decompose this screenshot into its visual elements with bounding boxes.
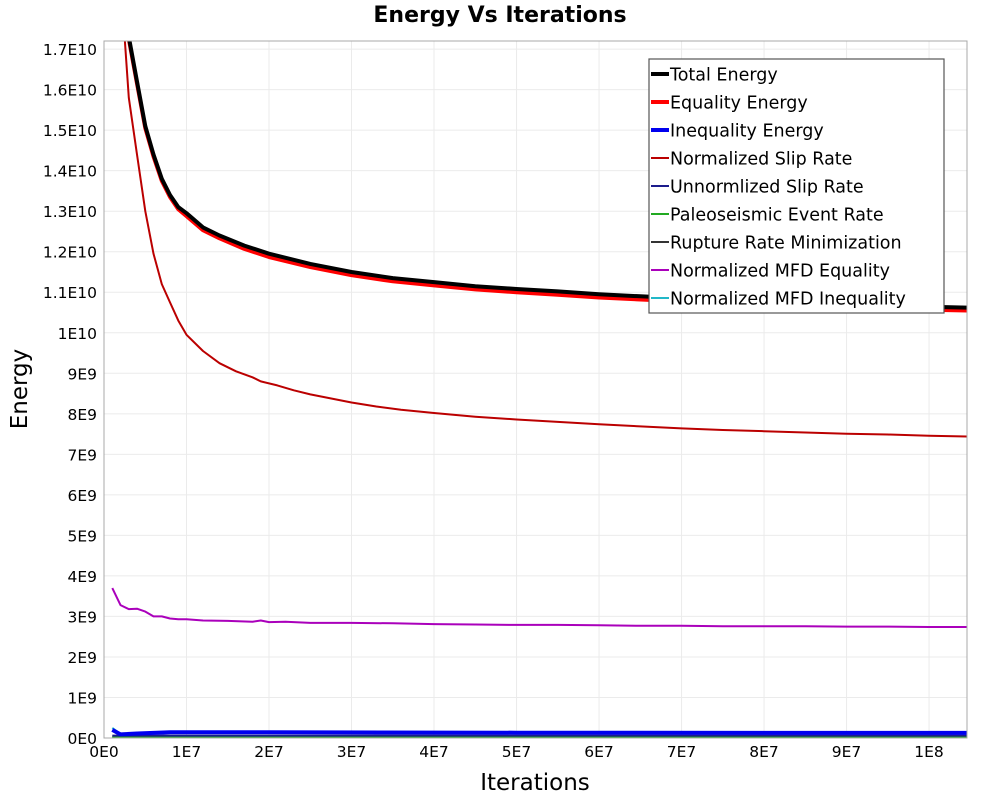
x-axis-label: Iterations [480,770,590,796]
y-tick-label: 1.1E10 [43,284,97,302]
x-tick-label: 1E8 [914,743,944,761]
y-tick-label: 2E9 [67,649,97,667]
y-tick-label: 1.2E10 [43,244,97,262]
y-tick-label: 9E9 [67,365,97,383]
legend-label: Inequality Energy [670,122,824,142]
x-tick-label: 6E7 [584,743,614,761]
x-tick-label: 3E7 [337,743,367,761]
legend-label: Equality Energy [670,94,808,114]
legend-item: Rupture Rate Minimization [651,234,902,254]
legend-item: Inequality Energy [651,122,824,142]
legend-item: Normalized Slip Rate [651,150,852,170]
legend: Total Energy Equality Energy Inequality En… [648,58,945,314]
x-tick-label: 4E7 [419,743,449,761]
y-tick-label: 0E0 [67,730,97,748]
y-tick-label: 6E9 [67,487,97,505]
legend-label: Unnormlized Slip Rate [670,178,864,198]
y-tick-label: 3E9 [67,608,97,626]
y-tick-label: 8E9 [67,406,97,424]
legend-item: Normalized MFD Inequality [651,290,906,310]
plot-frame [103,40,968,739]
legend-item: Unnormlized Slip Rate [651,178,864,198]
legend-item: Equality Energy [651,94,808,114]
y-tick-label: 1.7E10 [43,41,97,59]
y-tick-label: 7E9 [67,446,97,464]
y-tick-label: 1.3E10 [43,203,97,221]
series-line-inequality-energy [111,728,967,737]
y-axis-label: Energy [7,349,33,430]
legend-item: Total Energy [651,66,778,86]
y-tick-label: 1.4E10 [43,163,97,181]
y-tick-label: 1.5E10 [43,122,97,140]
x-tick-label: 9E7 [832,743,862,761]
series-line-normalized-mfd-equality [111,587,967,628]
x-tick-labels: 0E0 1E7 2E7 3E7 4E7 5E7 6E7 7E7 8E7 9E7 1E8 [89,743,944,761]
legend-item: Paleoseismic Event Rate [651,206,884,226]
legend-label: Paleoseismic Event Rate [670,206,884,226]
x-tick-label: 5E7 [502,743,532,761]
legend-label: Total Energy [669,66,778,86]
x-tick-label: 8E7 [749,743,779,761]
y-tick-label: 5E9 [67,527,97,545]
y-tick-label: 1E9 [67,689,97,707]
x-tick-label: 0E0 [89,743,119,761]
chart-title: Energy Vs Iterations [373,3,626,28]
x-tick-label: 1E7 [172,743,202,761]
legend-item: Normalized MFD Equality [651,262,890,282]
y-tick-label: 1.6E10 [43,82,97,100]
legend-label: Normalized MFD Equality [670,262,890,282]
y-tick-label: 1E10 [58,325,97,343]
legend-label: Rupture Rate Minimization [670,234,902,254]
y-tick-label: 4E9 [67,568,97,586]
legend-label: Normalized MFD Inequality [670,290,906,310]
series-line-normalized-slip-rate [123,41,967,438]
legend-box [648,58,945,314]
x-tick-label: 2E7 [254,743,284,761]
y-tick-labels: 0E0 1E9 2E9 3E9 4E9 5E9 6E9 7E9 8E9 9E9 1E10 1.1E10… [43,41,97,748]
x-tick-label: 7E7 [667,743,697,761]
legend-label: Normalized Slip Rate [670,150,852,170]
